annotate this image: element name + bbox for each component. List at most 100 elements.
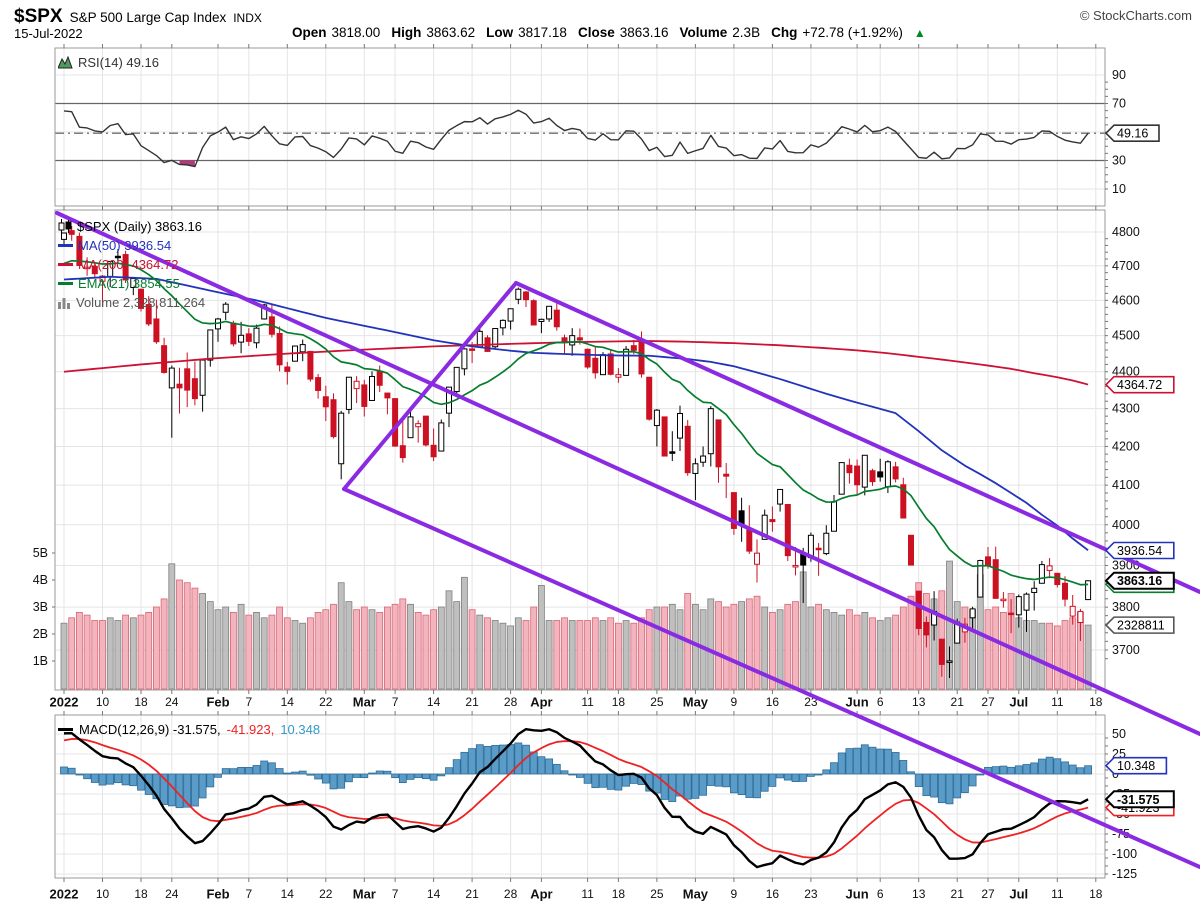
svg-text:30: 30 <box>1112 154 1126 168</box>
svg-text:14: 14 <box>427 695 441 709</box>
legend-spx: $SPX (Daily) 3863.16 <box>58 217 205 236</box>
svg-text:2022: 2022 <box>50 695 79 710</box>
purple-trendlines <box>55 211 1200 869</box>
svg-text:14: 14 <box>281 695 295 709</box>
legend-ma50: MA(50) 3936.54 <box>58 236 205 255</box>
svg-text:70: 70 <box>1112 97 1126 111</box>
svg-text:6: 6 <box>877 695 884 709</box>
svg-text:11: 11 <box>581 695 594 709</box>
macd-line-icon <box>58 728 73 731</box>
svg-text:2022: 2022 <box>50 887 79 902</box>
svg-text:24: 24 <box>165 695 179 709</box>
svg-text:7: 7 <box>245 887 252 901</box>
svg-text:4200: 4200 <box>1112 439 1140 453</box>
svg-text:4300: 4300 <box>1112 402 1140 416</box>
rsi-legend-label: RSI(14) 49.16 <box>78 55 159 70</box>
ticker-symbol: $SPX <box>14 6 63 27</box>
ticker-exchange: INDX <box>233 11 262 25</box>
svg-text:27: 27 <box>981 695 995 709</box>
svg-text:16: 16 <box>766 695 780 709</box>
svg-text:21: 21 <box>951 887 965 901</box>
svg-text:2328811: 2328811 <box>1117 619 1165 633</box>
svg-text:25: 25 <box>650 887 664 901</box>
svg-text:4800: 4800 <box>1112 225 1140 239</box>
svg-text:22: 22 <box>319 695 333 709</box>
svg-text:7: 7 <box>392 695 399 709</box>
rsi-panel <box>55 102 1105 168</box>
svg-text:21: 21 <box>951 695 965 709</box>
macd-panel <box>60 727 1092 869</box>
svg-text:25: 25 <box>650 695 664 709</box>
quote-volume: Volume 2.3B <box>679 25 761 40</box>
svg-text:4700: 4700 <box>1112 259 1140 273</box>
ema21-line-icon <box>58 282 73 285</box>
quote-open: Open 3818.00 <box>292 25 381 40</box>
svg-text:Mar: Mar <box>353 695 376 710</box>
svg-text:18: 18 <box>1089 887 1103 901</box>
quote-high: High 3863.62 <box>391 25 476 40</box>
legend-ma200: MA(200) 4364.72 <box>58 255 205 274</box>
header: $SPX S&P 500 Large Cap Index INDX <box>14 6 262 28</box>
ma50-line-icon <box>58 244 73 247</box>
svg-text:Apr: Apr <box>530 887 552 902</box>
svg-text:-31.575: -31.575 <box>1117 793 1159 807</box>
svg-text:5B: 5B <box>33 546 48 560</box>
svg-text:Apr: Apr <box>530 695 552 710</box>
svg-text:21: 21 <box>465 695 479 709</box>
svg-text:4B: 4B <box>33 573 48 587</box>
svg-text:18: 18 <box>612 887 626 901</box>
svg-text:49.16: 49.16 <box>1117 127 1148 141</box>
ticker-name: S&P 500 Large Cap Index <box>69 10 227 25</box>
svg-text:10: 10 <box>96 887 110 901</box>
change-up-arrow: ▲ <box>913 26 926 40</box>
svg-text:4500: 4500 <box>1112 329 1140 343</box>
axis-callouts: 49.164364.723936.543854.553863.162328811… <box>1104 124 1175 817</box>
candlesticks <box>61 225 1092 679</box>
svg-text:23: 23 <box>804 887 818 901</box>
macd-legend-main: MACD(12,26,9) -31.575, <box>79 722 221 737</box>
copyright: © StockCharts.com <box>1079 8 1192 23</box>
svg-text:9: 9 <box>731 695 738 709</box>
svg-text:3800: 3800 <box>1112 600 1140 614</box>
quote-low: Low 3817.18 <box>486 25 567 40</box>
svg-text:11: 11 <box>1051 695 1064 709</box>
svg-text:4000: 4000 <box>1112 518 1140 532</box>
rsi-area-icon <box>58 56 73 69</box>
svg-text:22: 22 <box>319 887 333 901</box>
svg-text:May: May <box>683 695 709 710</box>
legend-volume: Volume 2,328,811,264 <box>58 293 205 312</box>
svg-text:11: 11 <box>1051 887 1064 901</box>
svg-text:7: 7 <box>245 695 252 709</box>
svg-text:1B: 1B <box>33 654 48 668</box>
svg-text:18: 18 <box>612 695 626 709</box>
svg-text:13: 13 <box>912 695 926 709</box>
svg-text:16: 16 <box>766 887 780 901</box>
svg-text:7: 7 <box>392 887 399 901</box>
svg-text:-125: -125 <box>1112 867 1137 881</box>
svg-text:18: 18 <box>134 695 148 709</box>
macd-legend-hist: 10.348 <box>280 722 321 737</box>
svg-text:11: 11 <box>581 887 594 901</box>
svg-text:10.348: 10.348 <box>1117 759 1155 773</box>
svg-text:14: 14 <box>281 887 295 901</box>
chart-date: 15-Jul-2022 <box>14 26 83 41</box>
svg-text:90: 90 <box>1112 68 1126 82</box>
svg-text:28: 28 <box>504 887 518 901</box>
candlestick-icon <box>58 219 72 234</box>
macd-legend-signal: -41.923, <box>226 722 275 737</box>
svg-text:28: 28 <box>504 695 518 709</box>
svg-text:2B: 2B <box>33 627 48 641</box>
svg-text:Jun: Jun <box>846 695 869 710</box>
svg-text:-100: -100 <box>1112 847 1137 861</box>
svg-text:Feb: Feb <box>206 887 229 902</box>
macd-legend: MACD(12,26,9) -31.575, -41.923, 10.348 <box>58 722 320 737</box>
quote-summary: Open 3818.00 High 3863.62 Low 3817.18 Close… <box>292 25 926 40</box>
ma200-line-icon <box>58 263 73 266</box>
svg-text:4400: 4400 <box>1112 365 1140 379</box>
svg-text:3700: 3700 <box>1112 643 1140 657</box>
svg-text:Jun: Jun <box>846 887 869 902</box>
svg-text:Jul: Jul <box>1009 695 1028 710</box>
svg-text:May: May <box>683 887 709 902</box>
volume-bars-icon <box>58 297 70 309</box>
